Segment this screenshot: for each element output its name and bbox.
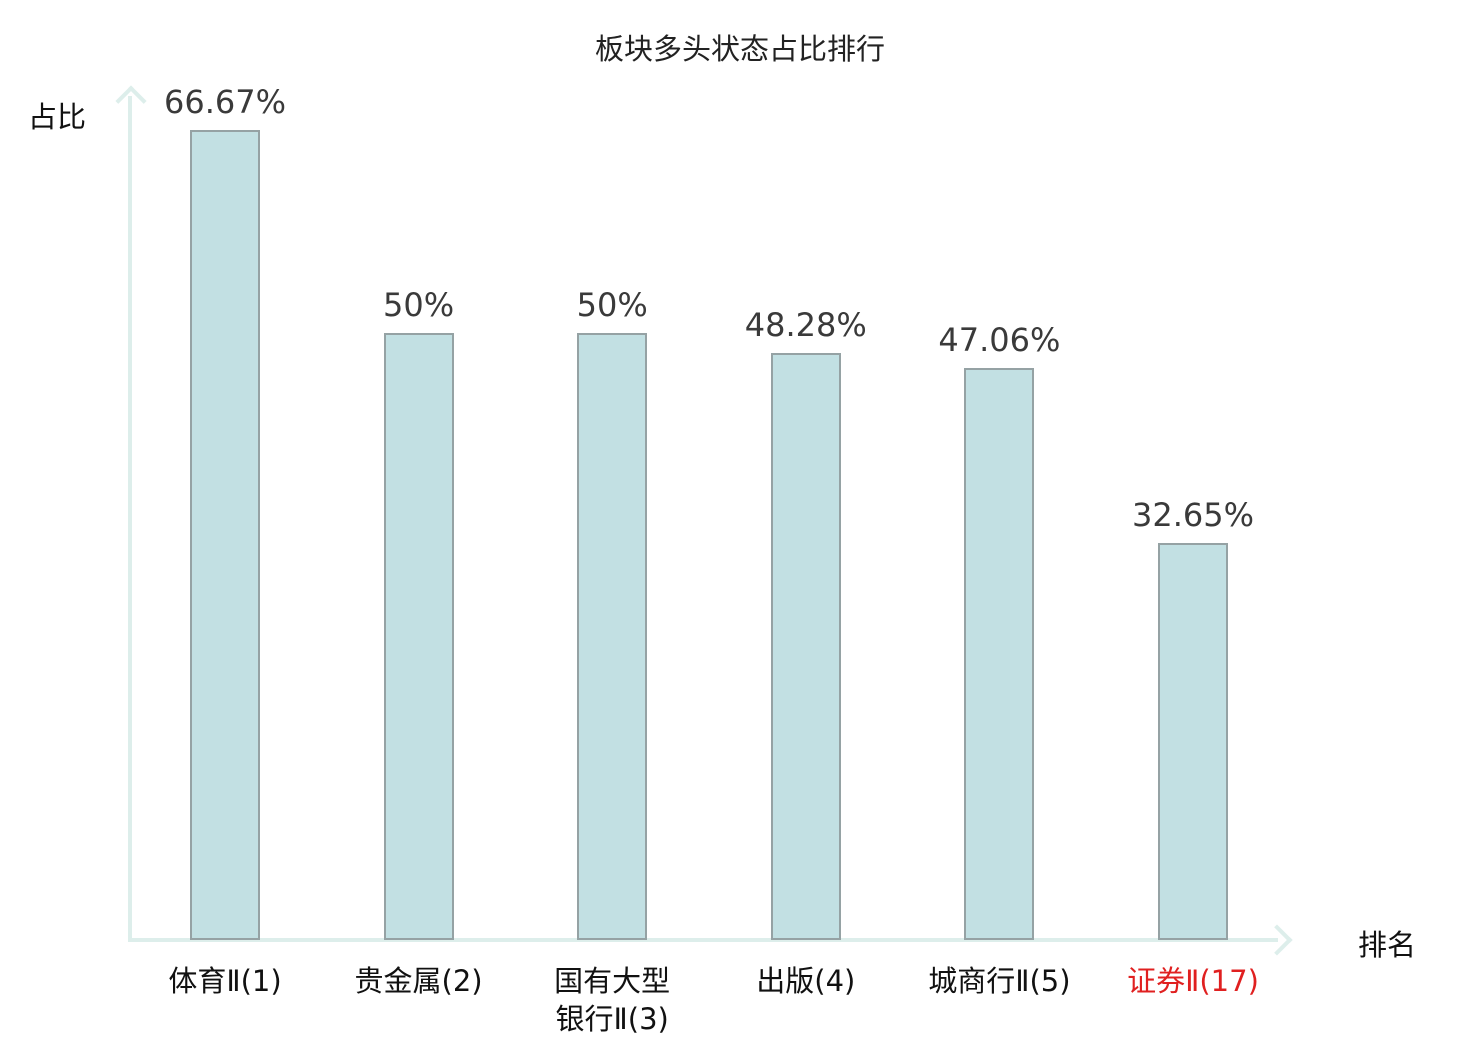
chart-title: 板块多头状态占比排行	[594, 32, 885, 66]
bar-5	[964, 368, 1035, 940]
bar-6	[1158, 543, 1228, 940]
bar-value-label: 32.65%	[1131, 496, 1254, 534]
bar-category-label: 贵金属(2)	[354, 964, 483, 998]
y-axis-label: 占比	[28, 100, 87, 134]
bar-value-label: 50%	[383, 286, 455, 324]
x-axis-label: 排名	[1358, 928, 1417, 962]
bar-2	[383, 333, 454, 940]
bar-3	[577, 333, 648, 940]
bar-category-label: 国有大型 银行Ⅱ(3)	[554, 964, 671, 1037]
bar-1	[190, 130, 260, 940]
bar-4	[770, 353, 841, 940]
bar-category-label: 体育Ⅱ(1)	[168, 964, 282, 998]
bar-category-label: 城商行Ⅱ(5)	[928, 964, 1071, 998]
bar-value-label: 47.06%	[938, 321, 1061, 359]
x-axis-line	[128, 938, 1278, 942]
bar-value-label: 48.28%	[744, 306, 867, 344]
y-axis-line	[128, 96, 132, 942]
bar-category-label: 证券Ⅱ(17)	[1127, 964, 1259, 998]
bar-category-label: 出版(4)	[756, 964, 856, 998]
x-axis-arrow-icon	[1261, 924, 1293, 956]
bar-value-label: 66.67%	[163, 83, 286, 121]
bar-value-label: 50%	[576, 286, 648, 324]
